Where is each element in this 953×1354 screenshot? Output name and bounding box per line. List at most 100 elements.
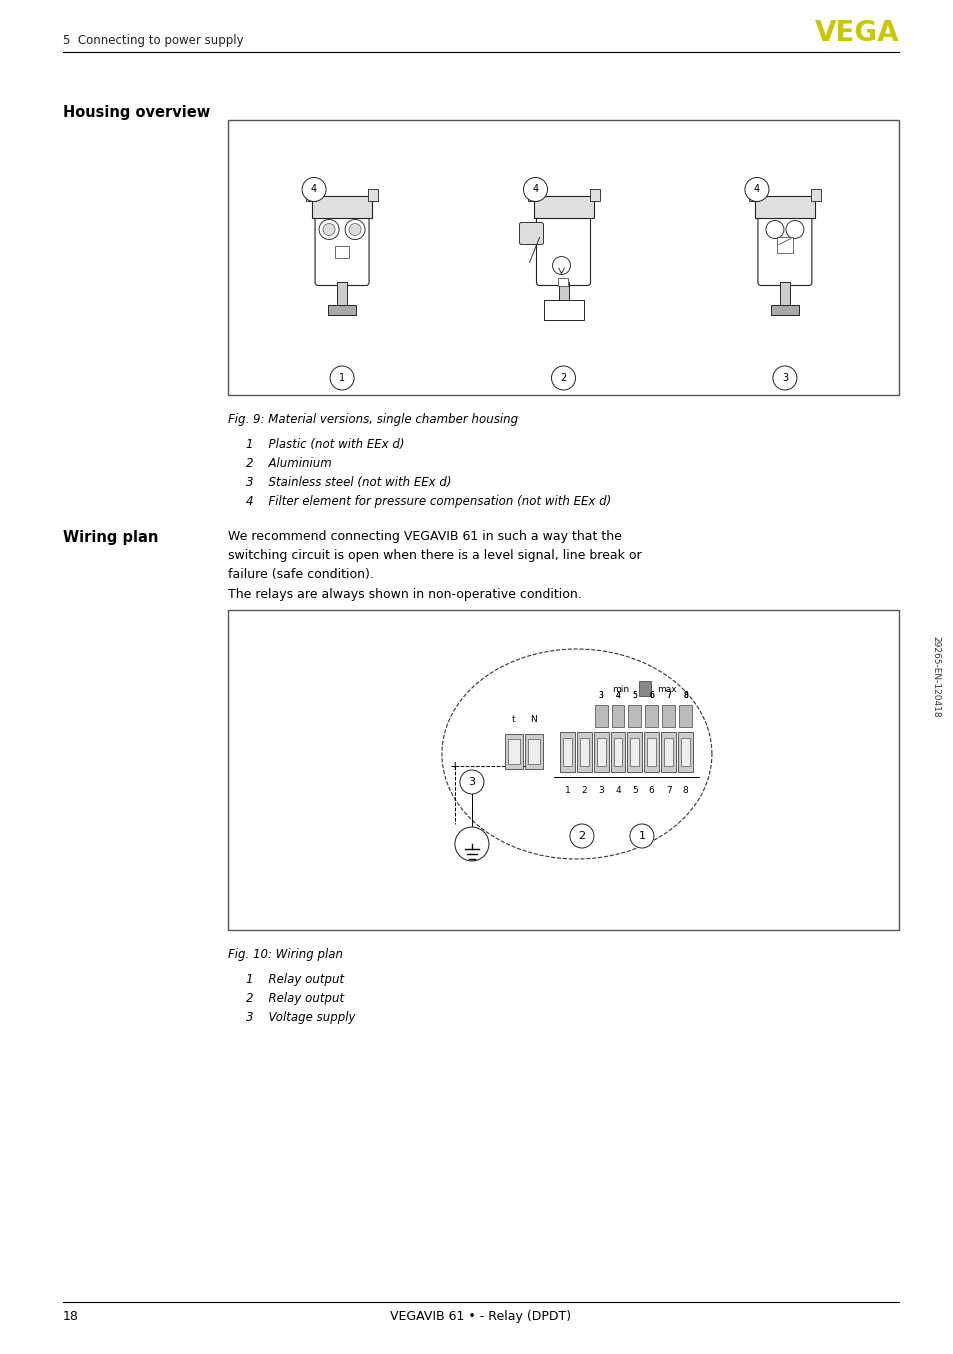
Text: +: + xyxy=(449,760,459,773)
Bar xyxy=(754,195,814,218)
Text: 1: 1 xyxy=(564,787,570,795)
Text: t: t xyxy=(512,715,516,724)
Bar xyxy=(507,739,519,764)
Text: 6: 6 xyxy=(648,787,654,795)
Text: Wiring plan: Wiring plan xyxy=(63,529,158,546)
Text: 2    Relay output: 2 Relay output xyxy=(246,992,344,1005)
Circle shape xyxy=(345,219,365,240)
Text: 5: 5 xyxy=(632,691,637,700)
Text: 6: 6 xyxy=(649,691,654,700)
Bar xyxy=(306,188,315,200)
Bar xyxy=(228,611,898,930)
Bar xyxy=(610,733,625,772)
Bar xyxy=(368,188,377,200)
Bar xyxy=(630,738,639,766)
Text: 8: 8 xyxy=(682,691,687,700)
Bar xyxy=(644,705,658,727)
Text: 7: 7 xyxy=(665,691,670,700)
Bar xyxy=(527,739,539,764)
Bar xyxy=(562,738,571,766)
Bar xyxy=(557,278,567,286)
Bar xyxy=(527,188,537,200)
Text: 4: 4 xyxy=(753,184,760,195)
FancyBboxPatch shape xyxy=(519,222,543,245)
Bar xyxy=(628,705,640,727)
Bar xyxy=(577,733,591,772)
Text: 3    Stainless steel (not with EEx d): 3 Stainless steel (not with EEx d) xyxy=(246,477,451,489)
Bar xyxy=(679,705,691,727)
Bar xyxy=(660,733,676,772)
Text: 3    Voltage supply: 3 Voltage supply xyxy=(246,1011,355,1024)
Bar xyxy=(611,705,624,727)
Text: 2    Aluminium: 2 Aluminium xyxy=(246,458,332,470)
Text: 7: 7 xyxy=(665,787,671,795)
Text: 2: 2 xyxy=(578,831,585,841)
FancyBboxPatch shape xyxy=(536,210,590,286)
Text: 8: 8 xyxy=(682,787,688,795)
Text: 4: 4 xyxy=(532,184,538,195)
Text: max: max xyxy=(657,685,676,693)
Circle shape xyxy=(459,770,483,793)
Circle shape xyxy=(551,366,575,390)
Text: 3: 3 xyxy=(781,372,787,383)
Bar xyxy=(627,733,641,772)
Text: 3: 3 xyxy=(598,787,603,795)
Text: 1    Relay output: 1 Relay output xyxy=(246,974,344,986)
Bar xyxy=(661,705,675,727)
Bar xyxy=(579,738,588,766)
Circle shape xyxy=(455,827,488,861)
Text: 5: 5 xyxy=(631,787,637,795)
Text: 18: 18 xyxy=(63,1311,79,1323)
Text: 2: 2 xyxy=(580,787,586,795)
Bar xyxy=(558,283,568,305)
Circle shape xyxy=(302,177,326,202)
Bar xyxy=(810,188,821,200)
Bar xyxy=(776,237,792,252)
Bar xyxy=(639,681,650,696)
Text: 5  Connecting to power supply: 5 Connecting to power supply xyxy=(63,34,243,47)
Bar xyxy=(328,305,355,314)
Text: Fig. 10: Wiring plan: Fig. 10: Wiring plan xyxy=(228,948,343,961)
Text: N: N xyxy=(530,715,537,724)
Circle shape xyxy=(569,825,594,848)
Text: Fig. 9: Material versions, single chamber housing: Fig. 9: Material versions, single chambe… xyxy=(228,413,517,427)
Circle shape xyxy=(523,177,547,202)
Bar xyxy=(228,121,898,395)
Bar xyxy=(336,283,347,305)
Text: 7: 7 xyxy=(665,691,670,700)
Text: 3: 3 xyxy=(598,691,603,700)
Bar xyxy=(335,245,349,257)
Text: VEGAVIB 61 • - Relay (DPDT): VEGAVIB 61 • - Relay (DPDT) xyxy=(390,1311,571,1323)
FancyBboxPatch shape xyxy=(314,210,369,286)
Text: 4: 4 xyxy=(615,691,619,700)
Circle shape xyxy=(330,366,354,390)
Circle shape xyxy=(785,221,803,238)
Text: 6: 6 xyxy=(649,691,654,700)
Circle shape xyxy=(772,366,796,390)
Circle shape xyxy=(765,221,783,238)
Text: The relays are always shown in non-operative condition.: The relays are always shown in non-opera… xyxy=(228,588,581,601)
Text: VEGA: VEGA xyxy=(814,19,898,47)
Circle shape xyxy=(318,219,338,240)
Text: 3: 3 xyxy=(598,691,603,700)
Bar xyxy=(748,188,759,200)
Bar xyxy=(559,733,575,772)
Text: 4: 4 xyxy=(615,691,619,700)
FancyBboxPatch shape xyxy=(757,210,811,286)
Bar xyxy=(643,733,659,772)
Bar xyxy=(647,738,656,766)
Text: 3: 3 xyxy=(468,777,475,787)
Bar xyxy=(543,299,583,320)
Circle shape xyxy=(552,256,570,275)
Text: 5: 5 xyxy=(632,691,637,700)
Bar xyxy=(613,738,621,766)
Bar xyxy=(524,734,542,769)
Text: 8: 8 xyxy=(682,691,687,700)
Bar xyxy=(593,733,608,772)
Circle shape xyxy=(744,177,768,202)
Text: We recommend connecting VEGAVIB 61 in such a way that the
switching circuit is o: We recommend connecting VEGAVIB 61 in su… xyxy=(228,529,641,581)
Text: 4    Filter element for pressure compensation (not with EEx d): 4 Filter element for pressure compensati… xyxy=(246,496,611,508)
Text: 2: 2 xyxy=(559,372,566,383)
Bar xyxy=(312,195,372,218)
Text: min: min xyxy=(611,685,628,693)
